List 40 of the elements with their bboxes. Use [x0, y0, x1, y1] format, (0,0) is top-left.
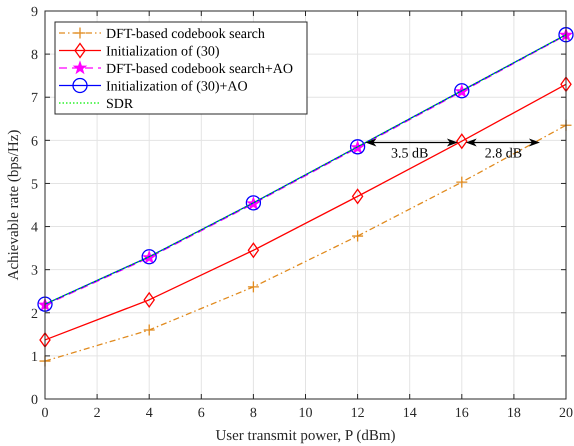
point	[560, 76, 572, 92]
point	[456, 176, 468, 188]
y-tick-label: 8	[31, 48, 38, 64]
y-tick-label: 3	[31, 264, 38, 279]
x-tick-label: 12	[350, 406, 365, 421]
point	[351, 230, 364, 242]
y-axis-title: Achievable rate (bps/Hz)	[6, 130, 22, 280]
legend-label: Initialization of (30)+AO	[106, 80, 248, 94]
y-tick-label: 4	[31, 220, 38, 236]
x-tick-label: 16	[454, 406, 469, 421]
x-tick-label: 18	[506, 406, 521, 421]
point	[352, 188, 364, 204]
point	[248, 242, 260, 258]
x-tick-label: 10	[298, 406, 312, 421]
x-tick-label: 6	[198, 406, 205, 421]
y-tick-label: 6	[31, 134, 38, 150]
legend-label: DFT-based codebook search	[106, 27, 265, 42]
x-tick-label: 8	[250, 406, 257, 421]
x-tick-label: 0	[42, 406, 48, 421]
y-tick-label: 1	[31, 350, 38, 365]
point	[456, 134, 468, 149]
legend-label: DFT-based codebook search+AO	[106, 62, 293, 77]
point	[247, 280, 260, 294]
legend-label: Initialization of (30)	[106, 44, 220, 60]
y-tick-label: 9	[31, 5, 38, 20]
x-tick-label: 4	[146, 406, 153, 421]
annotation: 2.8 dB	[484, 146, 522, 162]
annotation: 3.5 dB	[391, 146, 428, 162]
y-tick-label: 7	[31, 91, 38, 106]
x-tick-label: 20	[559, 406, 573, 421]
point	[143, 324, 156, 336]
point	[39, 332, 51, 348]
point	[144, 292, 155, 308]
y-tick-label: 0	[31, 393, 38, 408]
y-tick-label: 5	[31, 177, 38, 192]
x-axis-title: User transmit power, P (dBm)	[215, 428, 396, 444]
x-tick-label: 14	[402, 406, 417, 421]
y-tick-label: 2	[31, 306, 38, 322]
legend-label: SDR	[106, 97, 134, 112]
x-tick-label: 2	[94, 406, 101, 421]
